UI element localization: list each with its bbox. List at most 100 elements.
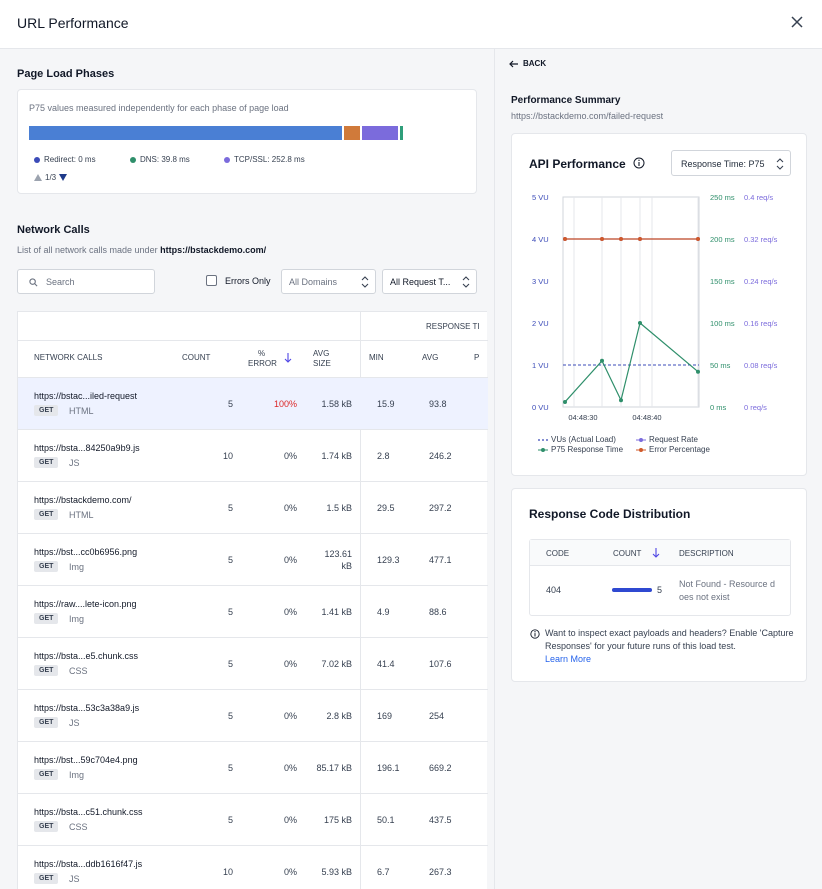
row-url[interactable]: https://bsta...84250a9b9.js — [34, 443, 140, 453]
api-performance-card: API Performance Response Time: P75 0 VU 0… — [511, 133, 807, 476]
row-url[interactable]: https://bst...cc0b6956.png — [34, 547, 138, 557]
row-url[interactable]: https://bstac...iled-request — [34, 391, 138, 401]
phase-segment-orange[interactable] — [344, 126, 360, 140]
capture-responses-note: Want to inspect exact payloads and heade… — [530, 627, 795, 666]
rc-count-track — [612, 588, 652, 592]
chevron-updown-icon — [462, 276, 470, 288]
y-tick-ms: 200 ms — [710, 235, 735, 244]
header-avg[interactable]: AVG — [422, 353, 439, 362]
chevron-updown-icon — [776, 158, 784, 170]
count-cell: 5 — [227, 659, 233, 669]
content-type: HTML — [69, 406, 94, 416]
count-cell: 5 — [227, 815, 233, 825]
y-tick-ms: 100 ms — [710, 319, 735, 328]
x-tick: 04:48:30 — [568, 413, 597, 422]
content-type: JS — [69, 458, 80, 468]
table-row[interactable]: https://bst...59c704e4.png GET Img 5 0% 85.17… — [18, 741, 488, 793]
header-error-top[interactable]: % — [258, 349, 266, 358]
rc-header-code[interactable]: CODE — [546, 549, 570, 558]
content-type: Img — [69, 770, 85, 780]
table-row[interactable]: https://bsta...ddb1616f47.js GET JS 10 0% 5.9… — [18, 845, 488, 889]
error-cell: 0% — [283, 555, 297, 565]
search-input[interactable]: Search — [17, 269, 155, 294]
avg-size-cell: 1.58 kB — [321, 399, 352, 409]
y-tick-ms: 0 ms — [710, 403, 727, 412]
error-cell: 0% — [283, 451, 297, 461]
error-cell: 0% — [283, 659, 297, 669]
error-cell: 0% — [283, 607, 297, 617]
legend-request-rate: Request Rate — [636, 435, 698, 444]
table-row[interactable]: https://bsta...c51.chunk.css GET CSS 5 0% 175… — [18, 793, 488, 845]
method-badge: GET — [34, 561, 59, 572]
header-error-bottom[interactable]: ERROR — [248, 359, 277, 368]
header-network-calls[interactable]: NETWORK CALLS — [34, 353, 103, 362]
row-url[interactable]: https://bst...59c704e4.png — [34, 755, 138, 765]
y-tick-reqs: 0.24 req/s — [744, 277, 778, 286]
phase-segment-purple[interactable] — [362, 126, 398, 140]
series-line — [564, 321, 699, 403]
sort-down-icon[interactable] — [284, 353, 292, 363]
network-calls-title: Network Calls — [17, 224, 90, 236]
header-avg-size-bottom[interactable]: SIZE — [313, 359, 331, 368]
arrow-up-icon[interactable] — [34, 174, 42, 181]
table-row[interactable]: https://bsta...53c3a38a9.js GET JS 5 0% 2.8 k… — [18, 689, 488, 741]
phase-segment-green[interactable] — [400, 126, 403, 140]
rc-count: 5 — [657, 585, 663, 595]
table-row[interactable]: https://bst...cc0b6956.png GET Img 5 0% 123.6… — [18, 533, 488, 585]
header-min[interactable]: MIN — [369, 353, 384, 362]
content-type: Img — [69, 614, 85, 624]
method-badge: GET — [34, 769, 59, 780]
phases-description: P75 values measured independently for ea… — [29, 103, 289, 113]
response-time-group-header: RESPONSE TI — [426, 322, 480, 331]
table-row[interactable]: https://raw....lete-icon.png GET Img 5 0% 1.4… — [18, 585, 488, 637]
row-url[interactable]: https://raw....lete-icon.png — [34, 599, 137, 609]
error-cell: 0% — [283, 503, 297, 513]
row-url[interactable]: https://bsta...53c3a38a9.js — [34, 703, 140, 713]
arrow-down-icon[interactable] — [59, 174, 68, 181]
y-tick-ms: 50 ms — [710, 361, 731, 370]
info-icon[interactable] — [633, 157, 645, 169]
row-url[interactable]: https://bstackdemo.com/ — [34, 495, 132, 505]
table-row[interactable]: https://bstac...iled-request GET HTML 5 100%… — [18, 377, 488, 429]
row-url[interactable]: https://bsta...c51.chunk.css — [34, 807, 143, 817]
content-type: CSS — [69, 822, 88, 832]
y-tick-reqs: 0.4 req/s — [744, 193, 773, 202]
series-point — [563, 399, 567, 404]
rc-count-bar — [612, 588, 652, 592]
y-tick-ms: 250 ms — [710, 193, 735, 202]
rc-header-description[interactable]: DESCRIPTION — [679, 549, 734, 558]
errors-only-checkbox[interactable] — [206, 275, 217, 286]
header-avg-size-top[interactable]: AVG — [313, 349, 330, 358]
table-row[interactable]: https://bsta...84250a9b9.js GET JS 10 0% 1.74… — [18, 429, 488, 481]
method-badge: GET — [34, 873, 59, 884]
response-code-header: CODE COUNT DESCRIPTION — [530, 540, 790, 566]
back-button[interactable]: BACK — [509, 59, 546, 68]
min-cell: 41.4 — [377, 659, 395, 669]
info-icon — [530, 629, 540, 639]
header-p[interactable]: P — [474, 353, 480, 362]
series-point — [600, 358, 604, 363]
series-point — [696, 369, 700, 374]
pager-text: 1/3 — [45, 173, 57, 182]
domain-select[interactable]: All Domains — [281, 269, 376, 294]
page-load-phases-title: Page Load Phases — [17, 68, 115, 80]
min-cell: 169 — [377, 711, 393, 721]
api-performance-title: API Performance — [529, 157, 626, 171]
column-divider — [360, 312, 361, 889]
sort-down-icon[interactable] — [652, 548, 660, 558]
row-url[interactable]: https://bsta...ddb1616f47.js — [34, 859, 143, 869]
count-cell: 10 — [222, 867, 233, 877]
request-type-select[interactable]: All Request T... — [382, 269, 477, 294]
response-time-select[interactable]: Response Time: P75 — [671, 150, 791, 176]
response-code-card: Response Code Distribution CODE COUNT DE… — [511, 488, 807, 682]
table-row[interactable]: https://bstackdemo.com/GET HTML 5 0% 1.5 kB 2… — [18, 481, 488, 533]
header-count[interactable]: COUNT — [182, 353, 211, 362]
rc-header-count[interactable]: COUNT — [613, 549, 642, 558]
row-url[interactable]: https://bsta...e5.chunk.css — [34, 651, 139, 661]
close-icon[interactable] — [790, 15, 804, 29]
learn-more-link[interactable]: Learn More — [545, 654, 592, 664]
table-row[interactable]: https://bsta...e5.chunk.css GET CSS 5 0% 7.02… — [18, 637, 488, 689]
content-type: HTML — [69, 510, 94, 520]
legend-dns: DNS: 39.8 ms — [130, 155, 190, 164]
phase-segment-main[interactable] — [29, 126, 342, 140]
